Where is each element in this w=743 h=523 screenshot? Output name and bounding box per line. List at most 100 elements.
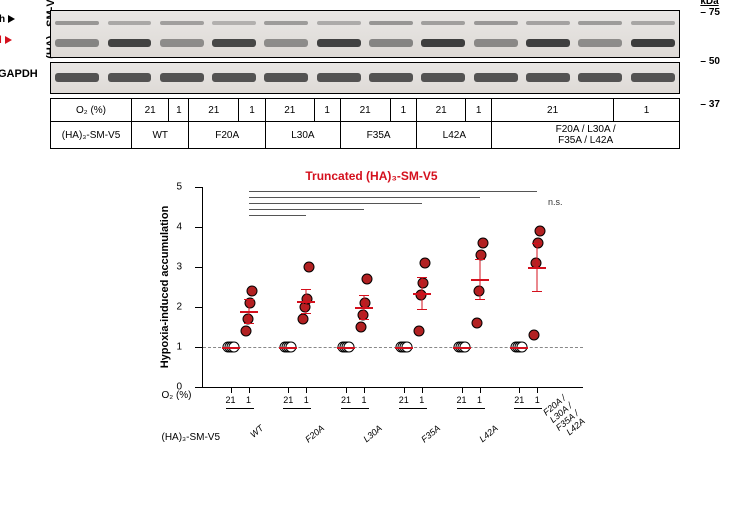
scatter-chart: Truncated (HA)₃-SM-V5 Hypoxia-induced ac… — [162, 169, 582, 468]
mean-bar — [510, 347, 528, 349]
data-point-filled — [413, 326, 424, 337]
error-cap — [359, 319, 369, 320]
table-cell: 1 — [613, 99, 679, 122]
table-cell: WT — [132, 122, 189, 149]
western-blot-panel: (HA)₃-SM-V5 Full-length Truncated GAPDH … — [50, 10, 680, 149]
blot-lane — [522, 63, 574, 93]
data-point-filled — [417, 278, 428, 289]
x-row2-label: (HA)₃-SM-V5 — [162, 432, 221, 443]
triangle-icon — [8, 15, 15, 23]
table-cell: 21 — [265, 99, 314, 122]
blot-lane — [365, 63, 417, 93]
blot-lane — [627, 11, 679, 57]
blot-lane — [260, 63, 312, 93]
table-cell: 1 — [390, 99, 417, 122]
table-cell: 1 — [169, 99, 189, 122]
y-tick — [195, 187, 203, 188]
data-point-filled — [529, 330, 540, 341]
table-cell: 1 — [314, 99, 340, 122]
mean-bar — [222, 347, 240, 349]
table-cell: 21 — [417, 99, 466, 122]
table-cell: 21 — [340, 99, 390, 122]
blot-lane — [522, 11, 574, 57]
error-bar — [248, 299, 249, 323]
y-tick — [195, 347, 203, 348]
condition-table: O₂ (%)211211211211211211 (HA)₃-SM-V5WTF2… — [50, 98, 680, 149]
y-tick-label: 1 — [177, 342, 183, 353]
table-cell: F35A — [340, 122, 417, 149]
table-cell: 21 — [132, 99, 169, 122]
blot-lane — [574, 11, 626, 57]
table-cell: 21 — [492, 99, 614, 122]
error-bar — [421, 277, 422, 309]
blot-lane — [470, 11, 522, 57]
table-cell: L30A — [265, 122, 340, 149]
error-cap — [301, 289, 311, 290]
blot-lane — [208, 11, 260, 57]
kda-mark: 37 — [700, 99, 720, 110]
blot-lane — [313, 11, 365, 57]
mean-bar — [395, 347, 413, 349]
blot-lane — [51, 63, 103, 93]
blot-lane — [103, 11, 155, 57]
error-bar — [537, 243, 538, 291]
blot-lane — [365, 11, 417, 57]
blot-lane — [260, 11, 312, 57]
error-cap — [359, 295, 369, 296]
y-tick — [195, 267, 203, 268]
error-cap — [417, 309, 427, 310]
kda-header: kDa — [700, 0, 720, 7]
error-cap — [417, 277, 427, 278]
mean-bar — [453, 347, 471, 349]
table-cell: 21 — [189, 99, 239, 122]
y-tick-label: 4 — [177, 222, 183, 233]
significance-bar — [249, 197, 480, 198]
table-cell: L42A — [417, 122, 492, 149]
blot-lane — [103, 63, 155, 93]
blot-lane — [417, 63, 469, 93]
data-point-filled — [419, 258, 430, 269]
figure-root: (HA)₃-SM-V5 Full-length Truncated GAPDH … — [10, 10, 733, 468]
blot-lane — [470, 63, 522, 93]
error-bar — [479, 259, 480, 299]
error-bar — [364, 295, 365, 319]
data-point-filled — [356, 322, 367, 333]
blot-image-main — [50, 10, 680, 58]
y-tick — [195, 227, 203, 228]
label-gapdh: GAPDH — [0, 68, 38, 80]
data-point-filled — [246, 286, 257, 297]
blot-image-gapdh — [50, 62, 680, 94]
error-cap — [532, 243, 542, 244]
error-cap — [244, 299, 254, 300]
blot-lane — [627, 63, 679, 93]
error-cap — [244, 323, 254, 324]
significance-bar — [249, 191, 538, 192]
label-full-length: Full-length — [0, 14, 5, 25]
blot-lane — [417, 11, 469, 57]
plot-area: Hypoxia-induced accumulation 012345211WT… — [202, 187, 583, 388]
blot-lane — [51, 11, 103, 57]
kda-column: kDa 755037 — [700, 0, 720, 40]
error-bar — [306, 289, 307, 313]
blot-row-labels: Full-length Truncated — [0, 14, 15, 46]
data-point-filled — [304, 262, 315, 273]
data-point-filled — [298, 314, 309, 325]
ns-label: n.s. — [548, 197, 563, 207]
error-cap — [301, 313, 311, 314]
kda-mark: 75 — [700, 7, 720, 18]
table-row-header: (HA)₃-SM-V5 — [51, 122, 132, 149]
error-cap — [475, 299, 485, 300]
y-tick-label: 2 — [177, 302, 183, 313]
data-point-filled — [535, 226, 546, 237]
significance-bar — [249, 209, 365, 210]
x-row1-label: O₂ (%) — [162, 390, 192, 401]
significance-bar — [249, 203, 422, 204]
chart-x-labels: O₂ (%) (HA)₃-SM-V5 — [202, 388, 582, 468]
error-cap — [475, 259, 485, 260]
chart-y-axis-label: Hypoxia-induced accumulation — [159, 206, 171, 369]
data-point-filled — [240, 326, 251, 337]
error-cap — [532, 291, 542, 292]
table-cell: 1 — [465, 99, 491, 122]
chart-title: Truncated (HA)₃-SM-V5 — [162, 169, 582, 183]
blot-lane — [313, 63, 365, 93]
